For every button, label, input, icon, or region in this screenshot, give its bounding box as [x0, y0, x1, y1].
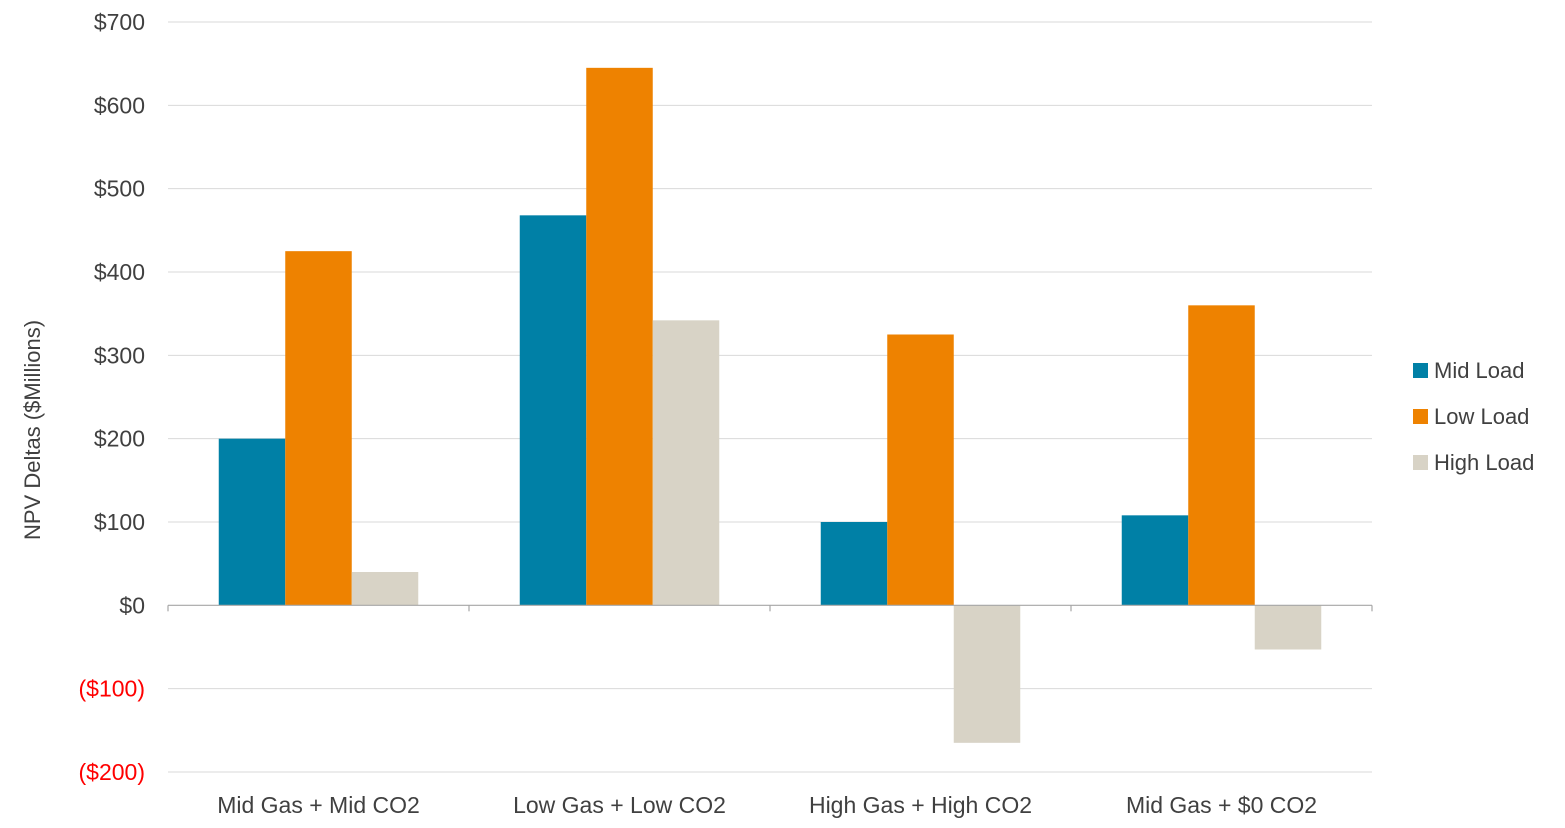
y-tick-label: $600	[94, 92, 145, 118]
bar-high-load	[953, 605, 1021, 743]
legend: Mid Load Low Load High Load	[1413, 358, 1534, 475]
x-tick-label: Mid Gas + Mid CO2	[217, 792, 420, 818]
legend-swatch	[1413, 363, 1428, 378]
bar-mid-load	[1121, 515, 1189, 606]
legend-label: High Load	[1434, 450, 1534, 475]
legend-swatch	[1413, 409, 1428, 424]
bar-mid-load	[519, 215, 587, 606]
y-axis-title: NPV Deltas ($Millions)	[20, 320, 45, 540]
bar-high-load	[652, 320, 720, 606]
y-tick-label: $700	[94, 9, 145, 35]
x-axis-tick-labels: Mid Gas + Mid CO2 Low Gas + Low CO2 High G…	[217, 792, 1317, 818]
x-tick-label: High Gas + High CO2	[809, 792, 1032, 818]
bar-low-load	[586, 67, 653, 606]
gridlines	[168, 21, 1372, 773]
y-tick-label: $300	[94, 342, 145, 368]
bar-mid-load	[218, 438, 286, 606]
bar-low-load	[887, 334, 954, 606]
y-axis-tick-labels: $700 $600 $500 $400 $300 $200 $100 $0 ($100) ($20…	[79, 9, 145, 785]
legend-item: Mid Load	[1413, 358, 1525, 383]
y-tick-label: $400	[94, 259, 145, 285]
legend-label: Mid Load	[1434, 358, 1525, 383]
bar-high-load	[1254, 605, 1322, 650]
x-axis	[167, 604, 1373, 612]
y-tick-label: $200	[94, 426, 145, 452]
bar-low-load	[1188, 305, 1255, 606]
y-tick-label: $100	[94, 509, 145, 535]
legend-swatch	[1413, 455, 1428, 470]
bar-high-load	[351, 572, 419, 606]
y-tick-label: ($100)	[79, 676, 145, 702]
legend-item: High Load	[1413, 450, 1534, 475]
bars	[218, 67, 1322, 743]
y-tick-label: ($200)	[79, 759, 145, 785]
legend-label: Low Load	[1434, 404, 1529, 429]
legend-item: Low Load	[1413, 404, 1529, 429]
y-tick-label: $500	[94, 176, 145, 202]
x-tick-label: Low Gas + Low CO2	[513, 792, 726, 818]
bar-mid-load	[820, 522, 888, 606]
x-tick-label: Mid Gas + $0 CO2	[1126, 792, 1317, 818]
y-tick-label: $0	[119, 592, 145, 618]
bar-low-load	[285, 251, 352, 606]
